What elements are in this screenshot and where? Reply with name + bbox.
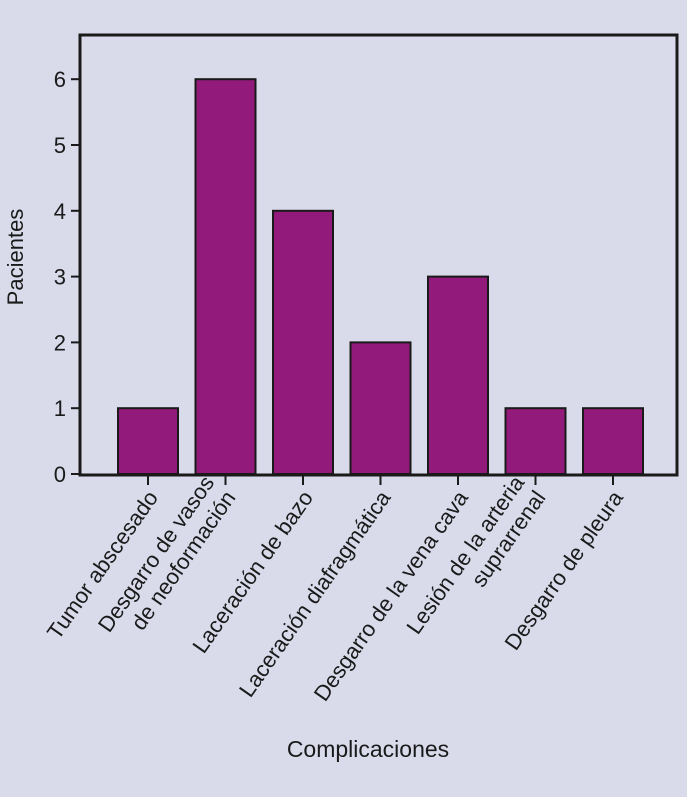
y-tick-label: 4 xyxy=(54,199,66,224)
bar xyxy=(504,407,567,476)
y-tick-label: 2 xyxy=(54,330,66,355)
y-tick-label: 3 xyxy=(54,265,66,290)
y-tick-label: 1 xyxy=(54,396,66,421)
bars xyxy=(117,78,644,476)
y-tick-label: 0 xyxy=(54,462,66,487)
bar xyxy=(272,209,334,476)
y-tick-label: 6 xyxy=(54,67,66,92)
y-tick-label: 5 xyxy=(54,133,66,158)
bar xyxy=(582,407,644,476)
y-axis-label: Pacientes xyxy=(3,209,28,306)
bar xyxy=(349,341,412,475)
bar xyxy=(194,78,257,475)
x-axis-label: Complicaciones xyxy=(287,736,449,762)
bar xyxy=(427,275,489,475)
bar xyxy=(117,407,179,476)
y-axis: 0 1 2 3 4 5 6 xyxy=(54,67,80,487)
